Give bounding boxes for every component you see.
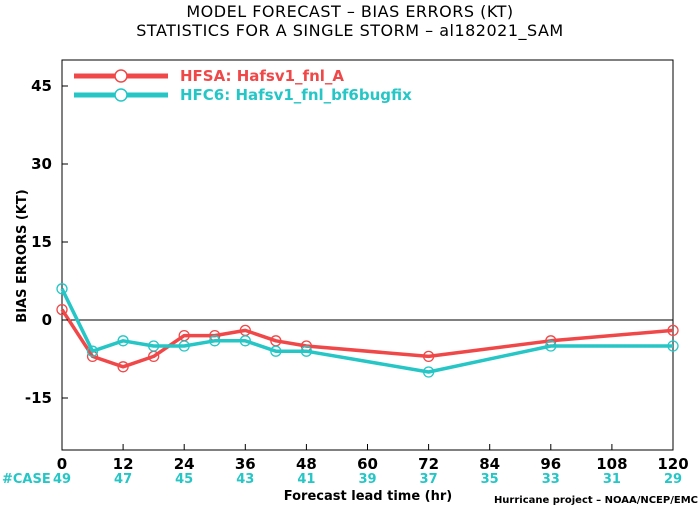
- series-point-0: [56, 303, 68, 316]
- x-tick-label: 48: [296, 455, 317, 473]
- credit-text: Hurricane project – NOAA/NCEP/EMC: [494, 495, 698, 506]
- series-point-0: [667, 324, 679, 337]
- series-point-1: [117, 335, 129, 347]
- series-point-1: [209, 335, 221, 347]
- x-tick-label: 24: [174, 455, 195, 473]
- y-tick-label: 15: [31, 233, 52, 251]
- x-axis-title: Forecast lead time (hr): [284, 489, 452, 504]
- x-tick-label: 60: [357, 455, 378, 473]
- case-count-label: 41: [297, 472, 315, 487]
- case-count-label: 37: [420, 472, 438, 487]
- legend-entry-1: HFC6: Hafsv1_fnl_bf6bugfix: [180, 86, 412, 104]
- series-point-1: [147, 340, 160, 352]
- case-label: #CASE: [2, 472, 51, 487]
- x-tick-label: 108: [596, 455, 627, 473]
- series-point-0: [117, 361, 129, 373]
- case-count-label: 39: [358, 472, 376, 487]
- x-tick-label: 96: [540, 455, 561, 473]
- series-point-1: [667, 340, 679, 352]
- series-point-1: [239, 335, 251, 347]
- chart-title-line2: STATISTICS FOR A SINGLE STORM – al182021…: [136, 21, 564, 40]
- legend-marker-0: [114, 69, 128, 83]
- x-tick-label: 84: [479, 455, 500, 473]
- legend-marker-1: [114, 88, 128, 102]
- x-tick-label: 12: [113, 455, 134, 473]
- y-tick-label: 30: [31, 155, 52, 173]
- case-count-label: 49: [53, 472, 71, 487]
- case-count-label: 35: [481, 472, 499, 487]
- x-tick-label: 0: [57, 455, 67, 473]
- legend-entry-0: HFSA: Hafsv1_fnl_A: [180, 67, 344, 85]
- series-point-1: [86, 345, 99, 357]
- case-count-label: 31: [603, 472, 621, 487]
- series-point-1: [545, 340, 557, 352]
- x-tick-label: 36: [235, 455, 256, 473]
- x-tick-label: 120: [657, 455, 688, 473]
- x-tick-label: 72: [418, 455, 439, 473]
- case-count-label: 47: [114, 472, 132, 487]
- y-axis-title: BIAS ERRORS (KT): [15, 189, 30, 322]
- series-point-1: [300, 345, 313, 357]
- case-count-label: 29: [664, 472, 682, 487]
- case-count-label: 45: [175, 472, 193, 487]
- y-tick-label: 0: [42, 311, 52, 329]
- series-point-0: [422, 350, 435, 363]
- case-count-label: 43: [236, 472, 254, 487]
- series-line-1: [60, 288, 673, 374]
- series-point-1: [178, 340, 190, 352]
- case-count-label: 33: [542, 472, 560, 487]
- series-point-1: [270, 345, 282, 357]
- y-tick-label: -15: [25, 389, 52, 407]
- y-tick-label: 45: [31, 77, 52, 95]
- series-point-1: [56, 283, 68, 295]
- series-point-1: [422, 366, 435, 378]
- chart-title-line1: MODEL FORECAST – BIAS ERRORS (KT): [186, 2, 514, 21]
- series-line-0: [60, 308, 674, 369]
- plot-frame: [61, 59, 674, 451]
